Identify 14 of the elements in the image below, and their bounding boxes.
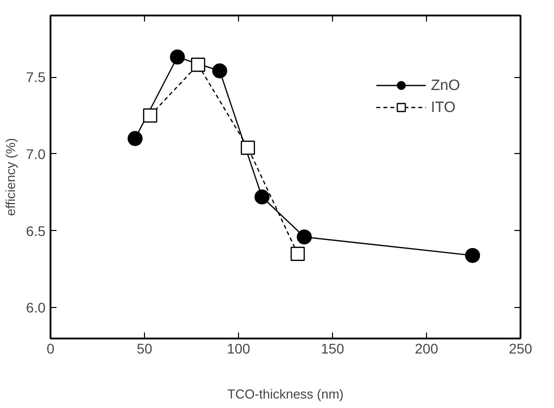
y-tick-label: 7.5 [26, 69, 46, 86]
x-tick-label: 250 [508, 340, 532, 356]
y-axis-title: efficiency (%) [3, 138, 18, 216]
y-tick-label: 6.0 [26, 300, 46, 316]
x-tick-label: 0 [46, 340, 55, 356]
x-tick-label: 100 [226, 340, 250, 356]
y-tick-label: 7.0 [26, 146, 46, 162]
x-tick-label: 200 [414, 340, 438, 356]
legend-label: ZnO [430, 76, 460, 94]
x-tick-label: 50 [136, 340, 152, 356]
x-tick-label: 150 [320, 340, 344, 356]
x-axis-title: TCO-thickness (nm) [227, 386, 344, 402]
y-tick-label: 6.5 [26, 222, 46, 239]
legend-label: ITO [430, 98, 456, 116]
